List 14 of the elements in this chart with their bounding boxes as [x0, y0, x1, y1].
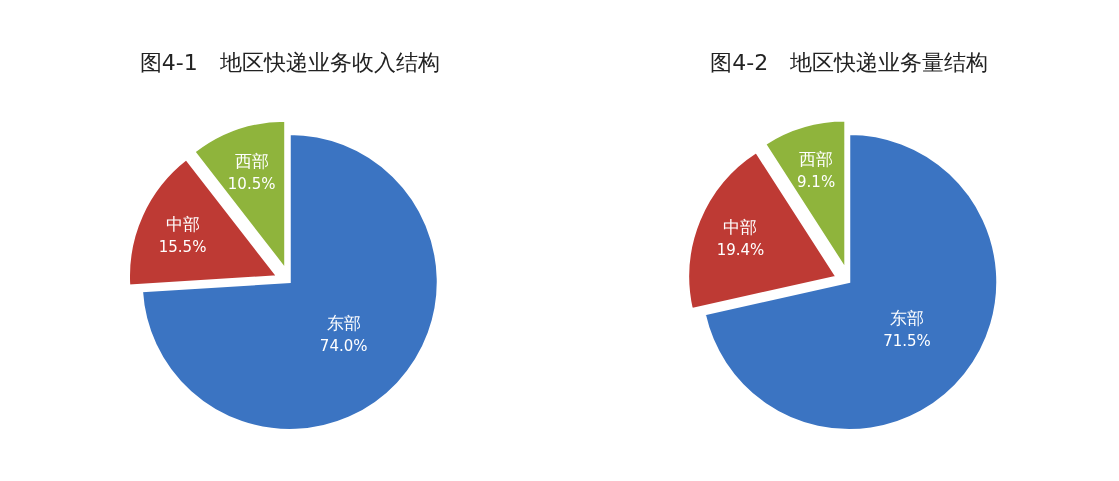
- chart-title: 图4-1 地区快递业务收入结构: [139, 50, 440, 75]
- data-label: 19.4%: [716, 241, 765, 260]
- data-label: 74.0%: [319, 336, 368, 355]
- chart-title: 图4-2 地区快递业务量结构: [710, 50, 989, 75]
- slice-label: 西部: [799, 149, 834, 170]
- data-label: 9.1%: [797, 173, 836, 192]
- slice-label: 中部: [165, 213, 200, 234]
- slice-label: 东部: [326, 312, 361, 333]
- slice-label: 西部: [234, 150, 269, 171]
- data-label: 10.5%: [227, 174, 276, 193]
- slice-label: 东部: [890, 308, 924, 329]
- data-label: 71.5%: [883, 332, 931, 351]
- slice-label: 中部: [723, 217, 758, 238]
- data-label: 15.5%: [158, 237, 207, 256]
